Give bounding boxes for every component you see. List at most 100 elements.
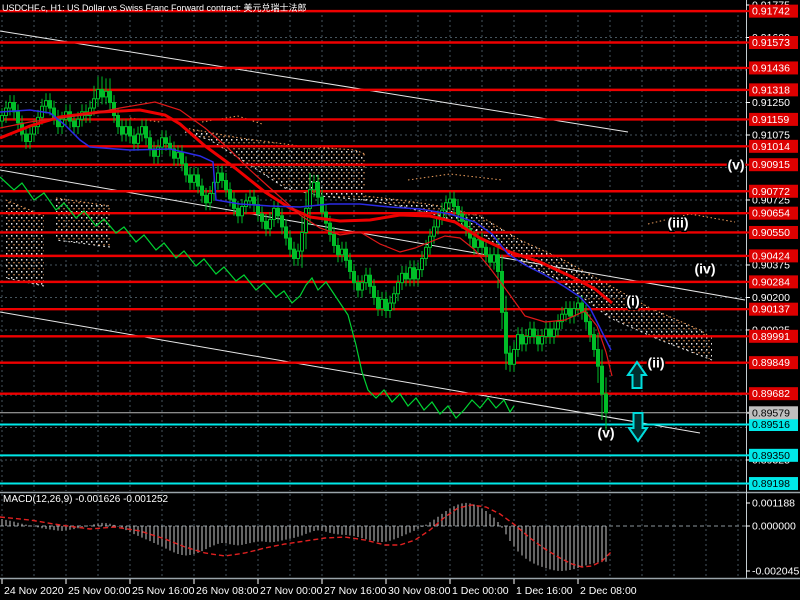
- candle-body: [376, 296, 380, 310]
- candle-body: [160, 137, 164, 148]
- candle-body: [144, 126, 148, 139]
- resistance-price-badge: [749, 36, 798, 50]
- wave-label[interactable]: (v): [726, 155, 746, 174]
- candle-body: [200, 185, 204, 196]
- resistance-price-badge-label: 0.89991: [752, 331, 790, 343]
- candle-body: [32, 126, 36, 135]
- candle-body: [556, 321, 560, 330]
- time-tick-label: 27 Nov 00:00: [260, 585, 323, 597]
- candle-body: [568, 308, 572, 317]
- candle-body: [356, 282, 360, 291]
- candle-body: [400, 272, 404, 284]
- time-axis[interactable]: 24 Nov 2020 25 Nov 00:00 25 Nov 16:00 26 No…: [1, 579, 637, 597]
- resistance-price-badge: [749, 61, 798, 75]
- support-price-badge-label: 0.89350: [752, 450, 790, 462]
- candle-body: [8, 101, 12, 109]
- candle-body: [44, 100, 48, 107]
- current-price-badge-label: 0.89579: [752, 407, 790, 419]
- price-axis[interactable]: 0.917750.916000.912500.910750.907250.903…: [746, 0, 799, 578]
- support-price-badge: [749, 417, 798, 431]
- candle-body: [240, 205, 244, 217]
- candle-body: [596, 348, 600, 367]
- candle-body: [432, 226, 436, 237]
- candle-body: [504, 311, 508, 354]
- time-tick-label: 2 Dec 08:00: [580, 585, 637, 597]
- candle-body: [308, 189, 312, 209]
- candle-body: [264, 220, 268, 230]
- candle-body: [204, 194, 208, 204]
- candle-body: [140, 126, 144, 135]
- candle-body: [380, 298, 384, 310]
- candle-body: [304, 207, 308, 233]
- macd-tick-label: 0.000000: [752, 521, 796, 533]
- wave-label[interactable]: (ii): [646, 353, 666, 372]
- tenkan-sen-line: [0, 101, 613, 377]
- candle-body: [188, 174, 192, 183]
- trendline[interactable]: [0, 30, 629, 133]
- resistance-price-badge: [749, 206, 798, 220]
- resistance-price-badge-label: 0.91014: [752, 141, 790, 153]
- candle-body: [116, 114, 120, 128]
- candle-body: [288, 237, 292, 250]
- wave-label[interactable]: (i): [625, 291, 641, 310]
- candle-body: [228, 189, 232, 200]
- wave-label[interactable]: (v): [596, 423, 616, 442]
- candle-body: [484, 246, 488, 256]
- candle-body: [580, 302, 584, 313]
- candle-body: [164, 137, 168, 144]
- candle-body: [348, 259, 352, 272]
- resistance-price-badge-label: 0.90550: [752, 227, 790, 239]
- candle-body: [0, 114, 4, 122]
- candle-body: [316, 181, 320, 198]
- resistance-price-badge: [749, 4, 798, 18]
- resistance-price-badge-label: 0.90772: [752, 186, 790, 198]
- candle-body: [136, 133, 140, 144]
- candle-body: [532, 328, 536, 337]
- candle-body: [260, 213, 264, 222]
- senkou-b-line: [55, 239, 111, 248]
- wave-label[interactable]: (iv): [693, 259, 717, 278]
- candle-body: [196, 174, 200, 187]
- chikou-span-line: [0, 176, 515, 419]
- candle-body: [48, 100, 52, 109]
- senkou-a-line: [5, 199, 45, 217]
- senkou-b-line: [5, 277, 45, 287]
- wave-label[interactable]: (iii): [666, 213, 690, 232]
- cloud-fragment: [407, 173, 503, 181]
- candle-body: [544, 328, 548, 337]
- candle-body: [28, 133, 32, 142]
- candle-body: [528, 328, 532, 337]
- kijun-sen-line: [0, 109, 612, 351]
- resistance-price-badge: [749, 356, 798, 370]
- candle-body: [384, 298, 388, 311]
- chart-title: USDCHF.c, H1: US Dollar vs Swiss Franc F…: [2, 3, 307, 13]
- candle-body: [448, 198, 452, 204]
- resistance-price-badge-label: 0.91742: [752, 6, 790, 18]
- candle-body: [476, 239, 480, 248]
- resistance-price-badge: [749, 275, 798, 289]
- candle-body: [172, 148, 176, 159]
- candle-body: [392, 293, 396, 304]
- resistance-price-badge-label: 0.90424: [752, 250, 790, 262]
- candle-body: [364, 274, 368, 284]
- candle-body: [564, 308, 568, 315]
- resistance-price-badge-label: 0.89849: [752, 357, 790, 369]
- candle-body: [332, 233, 336, 246]
- candle-body: [604, 393, 608, 414]
- resistance-price-badge-label: 0.90137: [752, 304, 790, 316]
- resistance-price-badge: [749, 83, 798, 97]
- candle-body: [496, 254, 500, 272]
- candle-body: [100, 88, 104, 98]
- resistance-price-badge: [749, 158, 798, 172]
- arrow-up-icon[interactable]: [626, 360, 648, 389]
- candle-body: [372, 285, 376, 298]
- candle-body: [148, 137, 152, 150]
- resistance-price-badge-label: 0.89682: [752, 388, 790, 400]
- arrow-down-icon[interactable]: [627, 412, 649, 443]
- candle-body: [284, 226, 288, 239]
- candle-body: [312, 181, 316, 191]
- macd-histogram: [1, 502, 607, 571]
- cloud-area: [365, 196, 712, 360]
